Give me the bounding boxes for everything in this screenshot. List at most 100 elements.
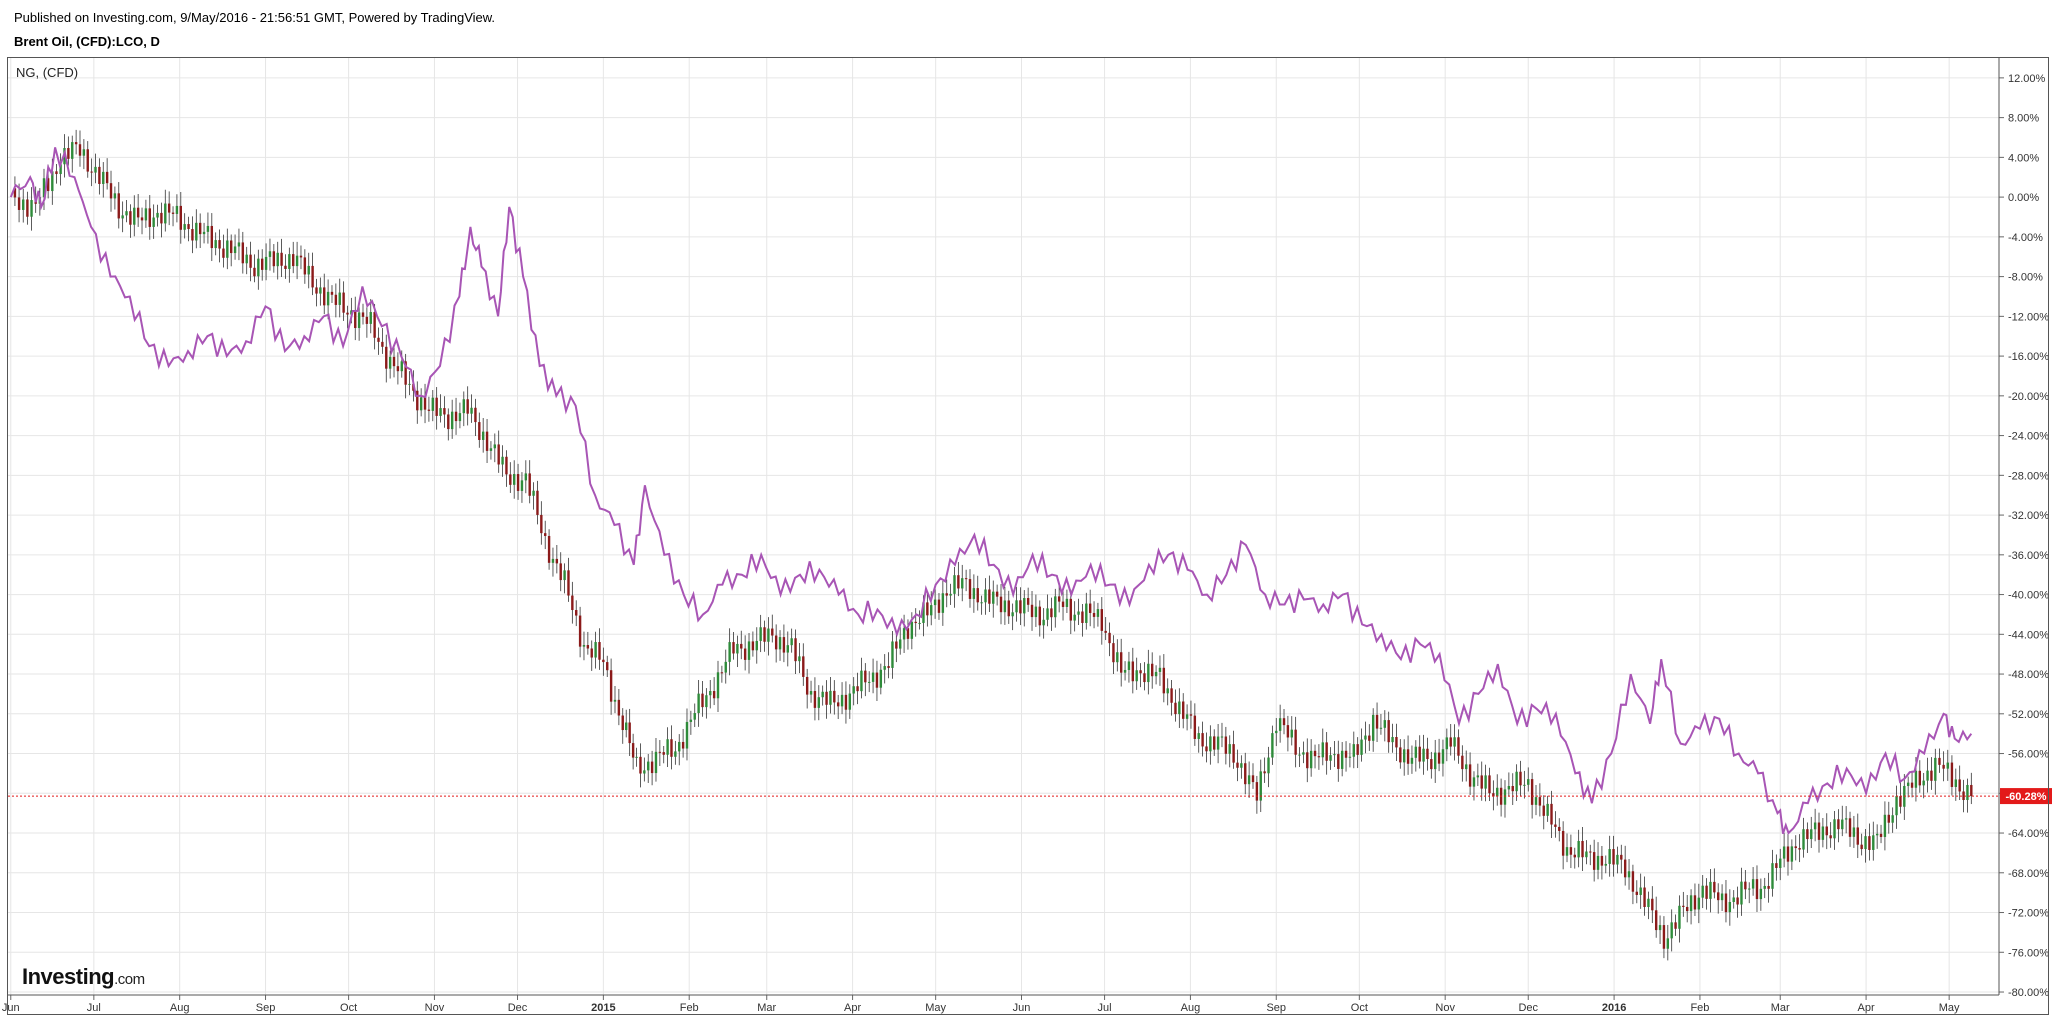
candle-body xyxy=(1682,905,1685,907)
x-tick-label: Jul xyxy=(87,1002,101,1014)
candle-body xyxy=(1755,879,1759,900)
candle-body xyxy=(346,312,349,315)
candle-body xyxy=(555,558,559,564)
candle-body xyxy=(1701,885,1704,898)
candle-body xyxy=(1635,891,1638,895)
candle-body xyxy=(1240,763,1243,768)
x-tick-label: Jun xyxy=(2,1002,20,1014)
candle-body xyxy=(1922,780,1925,786)
candle-body xyxy=(1958,779,1961,792)
candle-body xyxy=(1449,737,1452,747)
x-tick-label: Nov xyxy=(1435,1002,1455,1014)
y-tick-label: -72.00% xyxy=(2008,908,2049,920)
candle-body xyxy=(821,691,824,698)
candle-body xyxy=(1550,803,1553,825)
candle-body xyxy=(319,287,322,294)
candle-body xyxy=(1883,814,1887,837)
candle-body xyxy=(662,752,665,755)
candle-body xyxy=(1821,826,1825,840)
candle-body xyxy=(1825,826,1828,836)
candle-body xyxy=(774,635,778,650)
candle-body xyxy=(972,588,976,599)
candle-body xyxy=(1670,922,1673,939)
candle-body xyxy=(1046,608,1049,620)
candle-body xyxy=(899,639,902,649)
candle-body xyxy=(160,212,163,224)
candle-body xyxy=(1108,632,1111,644)
candle-body xyxy=(1418,746,1421,762)
candle-body xyxy=(1856,827,1859,845)
candle-body xyxy=(261,258,264,270)
candle-body xyxy=(1887,814,1890,823)
candle-body xyxy=(1910,782,1914,788)
candle-body xyxy=(1430,759,1433,770)
candle-body xyxy=(720,672,724,674)
candle-body xyxy=(198,222,202,235)
candle-body xyxy=(1558,826,1561,831)
candle-body xyxy=(1942,764,1945,769)
candle-body xyxy=(167,203,171,213)
y-tick-label: -40.00% xyxy=(2008,590,2049,602)
candle-body xyxy=(1375,714,1379,729)
candle-body xyxy=(716,672,720,699)
candle-body xyxy=(528,473,531,496)
candle-body xyxy=(1934,757,1937,781)
candle-body xyxy=(59,164,62,175)
candle-body xyxy=(809,691,813,695)
candle-body xyxy=(67,148,70,159)
candle-body xyxy=(590,648,593,658)
candle-body xyxy=(272,251,276,267)
candle-body xyxy=(1527,779,1530,785)
candle-body xyxy=(1899,796,1902,807)
candle-body xyxy=(980,602,983,604)
candle-body xyxy=(354,310,357,329)
x-tick-label: Aug xyxy=(170,1002,190,1014)
candle-body xyxy=(435,397,438,416)
x-axis: Jun Jul Aug Sep Oct Nov Dec 2015 Feb Mar Apr May Jun… xyxy=(2,994,1999,1014)
candle-body xyxy=(1081,611,1084,623)
candle-body xyxy=(1748,888,1751,890)
candle-body xyxy=(206,225,210,232)
candle-body xyxy=(586,645,590,649)
candle-body xyxy=(1476,775,1480,778)
y-tick-label: 12.00% xyxy=(2008,73,2046,85)
candle-body xyxy=(732,642,735,654)
candle-body xyxy=(639,756,642,774)
candle-body xyxy=(1371,714,1375,741)
candle-body xyxy=(245,254,248,264)
candle-body xyxy=(1581,840,1584,858)
candle-body xyxy=(1806,829,1809,840)
candle-body xyxy=(1228,744,1231,754)
candle-body xyxy=(505,456,508,475)
candle-body xyxy=(1585,851,1588,858)
candle-body xyxy=(1736,897,1739,905)
candle-body xyxy=(1488,775,1491,794)
candle-body xyxy=(1189,714,1193,716)
candle-body xyxy=(860,670,863,692)
candle-body xyxy=(625,722,628,731)
candle-body xyxy=(906,628,910,639)
candle-body xyxy=(1914,770,1918,788)
candle-body xyxy=(1085,603,1088,623)
candle-body xyxy=(1767,885,1770,889)
candle-body xyxy=(1030,604,1034,618)
candle-body xyxy=(326,291,330,306)
candle-body xyxy=(1631,871,1635,892)
candle-body xyxy=(1003,600,1007,613)
candle-body xyxy=(1507,785,1511,790)
candle-body xyxy=(813,691,817,708)
candle-body xyxy=(218,240,221,249)
candle-body xyxy=(1852,827,1856,837)
candle-body xyxy=(1271,733,1274,758)
candle-body xyxy=(121,215,124,219)
candle-body xyxy=(458,413,462,422)
candle-body xyxy=(416,390,419,411)
candle-body xyxy=(1232,744,1235,763)
candle-body xyxy=(1042,619,1045,626)
candle-body xyxy=(563,570,566,581)
candle-body xyxy=(404,361,407,385)
candle-body xyxy=(74,142,78,145)
candle-body xyxy=(1468,764,1472,787)
candle-body xyxy=(330,291,334,295)
